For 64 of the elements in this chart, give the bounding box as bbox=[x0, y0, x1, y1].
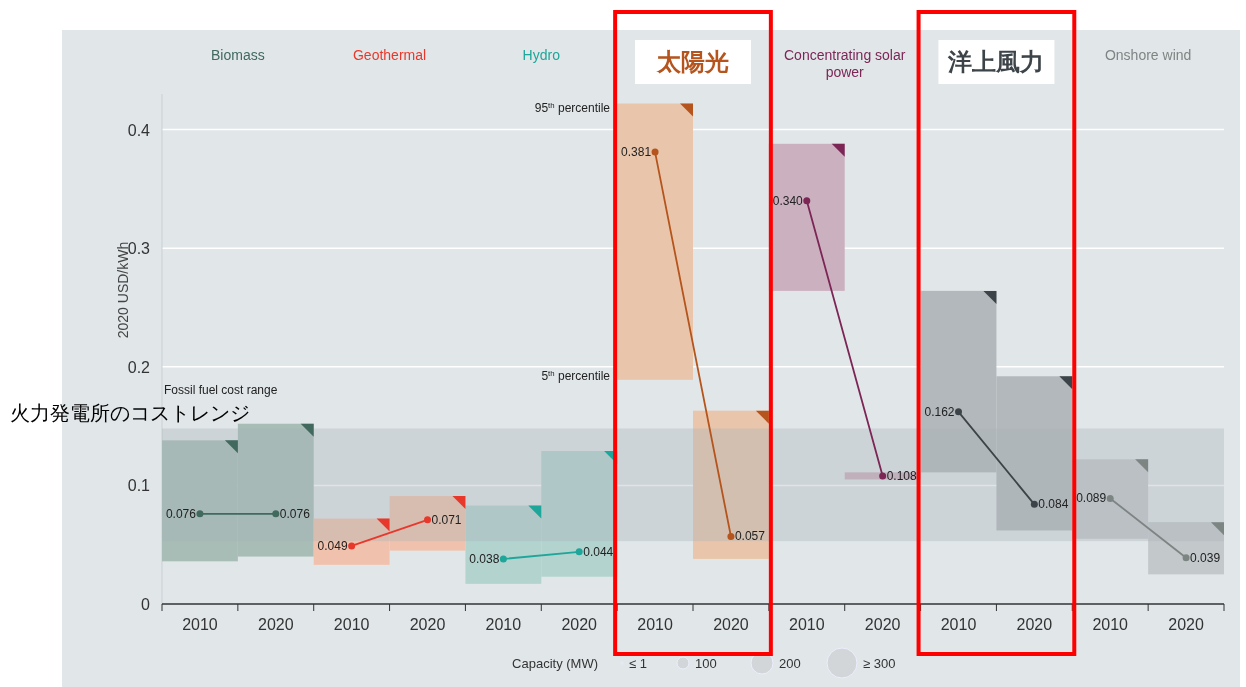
x-tick-label: 2010 bbox=[333, 616, 370, 633]
point bbox=[1106, 494, 1114, 502]
x-tick-label: 2020 bbox=[1016, 616, 1053, 633]
band-label: Fossil fuel cost range bbox=[164, 383, 278, 398]
data-label: 0.076 bbox=[165, 506, 197, 521]
annotation: 5$^{th}$ percentile bbox=[541, 368, 611, 383]
data-label: 0.084 bbox=[1038, 497, 1069, 512]
bar bbox=[693, 410, 769, 559]
annotation: 火力発電所のコストレンジ bbox=[10, 401, 250, 425]
y-tick-label: 0.1 bbox=[127, 477, 151, 495]
y-tick-label: 0.2 bbox=[127, 358, 151, 376]
point bbox=[1030, 500, 1038, 508]
data-label: 0.071 bbox=[431, 512, 462, 527]
point bbox=[955, 408, 962, 416]
point bbox=[879, 472, 887, 480]
data-label: 0.057 bbox=[734, 529, 766, 544]
x-tick-label: 2020 bbox=[257, 616, 294, 633]
x-tick-label: 2020 bbox=[864, 616, 901, 633]
data-label: 0.076 bbox=[279, 506, 311, 521]
data-label: 0.039 bbox=[1190, 550, 1221, 565]
x-tick-label: 2020 bbox=[409, 616, 446, 633]
data-label: 0.038 bbox=[469, 551, 500, 566]
x-tick-label: 2010 bbox=[940, 616, 977, 633]
y-tick-label: 0 bbox=[141, 596, 151, 613]
text: 洋上風力 bbox=[947, 48, 1045, 76]
text: Concentrating solar power bbox=[784, 47, 906, 80]
text: Onshore wind bbox=[1104, 47, 1192, 63]
bar bbox=[617, 103, 693, 380]
data-label: 0.162 bbox=[924, 404, 955, 419]
text: 100 bbox=[695, 656, 717, 671]
point bbox=[348, 542, 356, 550]
point bbox=[499, 555, 507, 563]
data-label: 0.089 bbox=[1076, 491, 1107, 506]
text: Biomass bbox=[211, 47, 265, 63]
y-tick-label: 0.4 bbox=[127, 121, 151, 139]
point bbox=[424, 516, 431, 524]
text: Capacity (MW) bbox=[512, 656, 598, 671]
x-tick-label: 2010 bbox=[1092, 616, 1129, 633]
point bbox=[575, 548, 583, 556]
data-label: 0.108 bbox=[886, 468, 917, 483]
annotation: 95$^{th}$ percentile bbox=[534, 100, 611, 115]
x-tick-label: 2020 bbox=[1168, 616, 1204, 633]
data-label: 0.381 bbox=[621, 145, 652, 160]
text: ≥ 300 bbox=[863, 656, 896, 671]
point bbox=[651, 148, 659, 156]
point bbox=[1182, 554, 1190, 562]
text: Geothermal bbox=[352, 47, 427, 63]
text: 太陽光 bbox=[656, 48, 729, 76]
data-label: 0.044 bbox=[583, 544, 614, 559]
data-label: 0.340 bbox=[772, 193, 804, 208]
x-tick-label: 2010 bbox=[485, 616, 522, 633]
x-tick-label: 2020 bbox=[561, 616, 598, 633]
text: 200 bbox=[779, 656, 801, 671]
point bbox=[272, 510, 280, 518]
data-label: 0.049 bbox=[317, 538, 348, 553]
point bbox=[727, 532, 735, 540]
point bbox=[196, 510, 204, 518]
x-tick-label: 2010 bbox=[788, 616, 825, 633]
text: ≤ 1 bbox=[629, 656, 647, 671]
x-tick-label: 2010 bbox=[637, 616, 673, 633]
point bbox=[803, 197, 811, 205]
x-tick-label: 2020 bbox=[713, 616, 749, 633]
x-tick-label: 2010 bbox=[182, 616, 218, 633]
text: Hydro bbox=[522, 47, 561, 63]
